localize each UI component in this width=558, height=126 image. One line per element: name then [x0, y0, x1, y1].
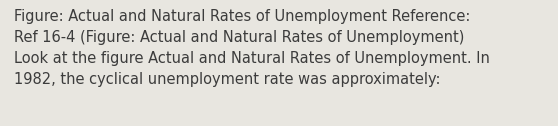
Text: Figure: Actual and Natural Rates of Unemployment Reference:
Ref 16-4 (Figure: Ac: Figure: Actual and Natural Rates of Unem…: [14, 9, 490, 87]
